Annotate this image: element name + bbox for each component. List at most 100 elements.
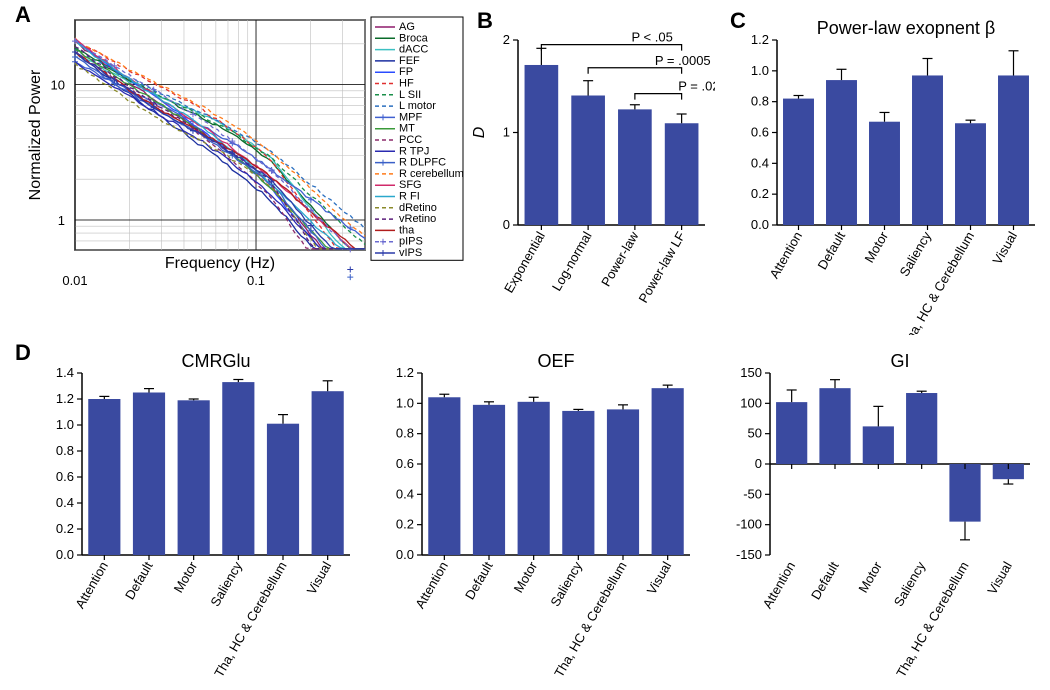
svg-text:Saliency: Saliency <box>891 559 929 609</box>
svg-text:Power-law: Power-law <box>598 228 642 289</box>
svg-text:Saliency: Saliency <box>897 229 935 279</box>
panel-d-label: D <box>15 340 31 366</box>
svg-text:Visual: Visual <box>984 559 1015 597</box>
svg-text:Power-law exopnent β: Power-law exopnent β <box>817 18 995 38</box>
svg-text:0.8: 0.8 <box>751 94 769 109</box>
svg-text:Attention: Attention <box>412 559 451 611</box>
svg-text:-150: -150 <box>736 547 762 562</box>
svg-text:P < .05: P < .05 <box>632 30 673 45</box>
svg-text:Default: Default <box>462 559 496 603</box>
svg-text:-100: -100 <box>736 517 762 532</box>
svg-text:R TPJ: R TPJ <box>399 145 429 157</box>
svg-text:1: 1 <box>58 213 65 228</box>
svg-text:0.2: 0.2 <box>56 521 74 536</box>
svg-text:R cerebellum: R cerebellum <box>399 168 464 180</box>
svg-text:vIPS: vIPS <box>399 247 422 259</box>
svg-text:Attention: Attention <box>760 559 799 611</box>
panel-c-chart: 0.0 0.2 0.4 0.6 0.8 1.0 1.2 Power-law exopnent … <box>725 15 1045 335</box>
svg-text:10: 10 <box>51 78 65 93</box>
svg-text:Power-law LF: Power-law LF <box>635 229 688 305</box>
svg-text:0: 0 <box>503 217 510 232</box>
svg-text:Visual: Visual <box>304 559 335 597</box>
figure: A 0.010.1110Frequency (Hz)Normalized Pow… <box>0 0 1050 690</box>
svg-text:1.0: 1.0 <box>751 63 769 78</box>
svg-text:0.0: 0.0 <box>751 217 769 232</box>
panel-d-chart-3: -150 -100 -50 0 50 100 150 GI Attention Default Mo… <box>710 345 1040 685</box>
svg-text:OEF: OEF <box>537 351 574 371</box>
svg-text:Visual: Visual <box>990 229 1021 267</box>
svg-text:vRetino: vRetino <box>399 213 436 225</box>
svg-text:P = .0005: P = .0005 <box>655 53 711 68</box>
svg-text:FEF: FEF <box>399 55 420 67</box>
svg-text:Tha, HC & Cerebellum: Tha, HC & Cerebellum <box>899 229 977 335</box>
svg-text:1.0: 1.0 <box>56 417 74 432</box>
svg-text:1.2: 1.2 <box>396 365 414 380</box>
svg-text:Frequency (Hz): Frequency (Hz) <box>165 255 275 272</box>
svg-text:HF: HF <box>399 78 414 90</box>
svg-text:0.6: 0.6 <box>751 125 769 140</box>
svg-text:0.4: 0.4 <box>56 495 74 510</box>
svg-text:150: 150 <box>740 365 762 380</box>
svg-text:0.4: 0.4 <box>396 486 414 501</box>
svg-text:Saliency: Saliency <box>547 559 585 609</box>
svg-text:dACC: dACC <box>399 44 428 56</box>
svg-text:0.01: 0.01 <box>62 273 87 288</box>
svg-text:Saliency: Saliency <box>207 559 245 609</box>
svg-text:1: 1 <box>503 125 510 140</box>
svg-text:1.4: 1.4 <box>56 365 74 380</box>
panel-d-chart-2: 0.0 0.2 0.4 0.6 0.8 1.0 1.2 OEF Attention Default… <box>370 345 700 685</box>
svg-text:Normalized Power: Normalized Power <box>27 69 44 200</box>
svg-text:Default: Default <box>808 559 842 603</box>
svg-text:D: D <box>471 126 488 138</box>
svg-text:SFG: SFG <box>399 179 422 191</box>
svg-text:Log-normal: Log-normal <box>549 229 595 294</box>
svg-text:L motor: L motor <box>399 100 436 112</box>
svg-text:-50: -50 <box>743 486 762 501</box>
svg-text:L SII: L SII <box>399 89 421 101</box>
svg-text:R DLPFC: R DLPFC <box>399 157 446 169</box>
svg-text:0: 0 <box>755 456 762 471</box>
panel-b-chart: 0 1 2 D ExponentialLog-normalPower-lawPower-… <box>470 15 715 335</box>
svg-text:0.8: 0.8 <box>56 443 74 458</box>
svg-text:Visual: Visual <box>644 559 675 597</box>
panel-d-chart-1: 0.0 0.2 0.4 0.6 0.8 1.0 1.2 1.4 CMRGlu Attention D… <box>30 345 360 685</box>
svg-text:FP: FP <box>399 66 413 78</box>
svg-text:Motor: Motor <box>855 558 885 595</box>
svg-text:GI: GI <box>890 351 909 371</box>
svg-text:R FI: R FI <box>399 191 420 203</box>
svg-text:CMRGlu: CMRGlu <box>181 351 250 371</box>
svg-text:PCC: PCC <box>399 134 422 146</box>
svg-text:0.1: 0.1 <box>247 273 265 288</box>
svg-text:0.6: 0.6 <box>396 456 414 471</box>
svg-text:Attention: Attention <box>766 229 805 281</box>
svg-text:100: 100 <box>740 395 762 410</box>
svg-text:Motor: Motor <box>861 228 891 265</box>
svg-text:Attention: Attention <box>72 559 111 611</box>
svg-text:0.0: 0.0 <box>396 547 414 562</box>
svg-text:AG: AG <box>399 21 415 33</box>
svg-text:Default: Default <box>815 229 849 273</box>
svg-text:Broca: Broca <box>399 32 429 44</box>
svg-text:Motor: Motor <box>171 558 201 595</box>
svg-text:0.4: 0.4 <box>751 155 769 170</box>
svg-text:50: 50 <box>748 426 762 441</box>
svg-text:P = .02: P = .02 <box>678 79 715 94</box>
svg-text:MPF: MPF <box>399 111 423 123</box>
svg-text:Exponential: Exponential <box>501 229 548 295</box>
svg-text:1.2: 1.2 <box>751 32 769 47</box>
svg-text:0.2: 0.2 <box>396 517 414 532</box>
svg-text:Default: Default <box>122 559 156 603</box>
panel-a-chart: 0.01 0.1 1 10 Frequency (Hz) Normalized Power… <box>20 5 465 325</box>
svg-text:0.2: 0.2 <box>751 186 769 201</box>
svg-text:0.6: 0.6 <box>56 469 74 484</box>
svg-text:0.8: 0.8 <box>396 426 414 441</box>
svg-text:pIPS: pIPS <box>399 236 423 248</box>
svg-text:Motor: Motor <box>511 558 541 595</box>
svg-text:MT: MT <box>399 123 415 135</box>
svg-text:1.2: 1.2 <box>56 391 74 406</box>
svg-text:1.0: 1.0 <box>396 395 414 410</box>
svg-text:tha: tha <box>399 224 415 236</box>
svg-text:0.0: 0.0 <box>56 547 74 562</box>
svg-text:dRetino: dRetino <box>399 202 437 214</box>
svg-text:2: 2 <box>503 32 510 47</box>
